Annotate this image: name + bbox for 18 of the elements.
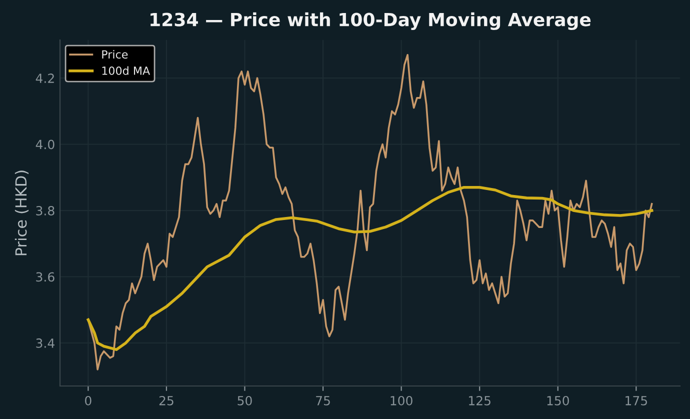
legend-label: 100d MA	[102, 66, 150, 75]
x-tick-label: 150	[547, 396, 569, 406]
y-tick-label: 3.4	[36, 338, 54, 348]
chart-title: 1234 — Price with 100-Day Moving Average	[150, 12, 591, 30]
line-series	[86, 186, 654, 351]
y-tick-label: 3.8	[36, 206, 54, 216]
x-tick-label: 25	[159, 396, 174, 406]
x-tick-label: 50	[238, 396, 252, 406]
x-tick-label: 75	[316, 396, 330, 406]
x-tick-label: 125	[469, 396, 490, 406]
y-tick-label: 4.0	[36, 140, 54, 150]
y-tick-label: 4.2	[36, 74, 54, 83]
x-tick-label: 100	[390, 396, 412, 406]
x-tick-label: 0	[85, 396, 92, 406]
x-tick-label: 175	[626, 396, 647, 406]
y-tick-label: 3.6	[36, 272, 54, 282]
legend-label: Price	[102, 50, 128, 59]
y-axis-title: Price (HKD)	[14, 170, 29, 256]
